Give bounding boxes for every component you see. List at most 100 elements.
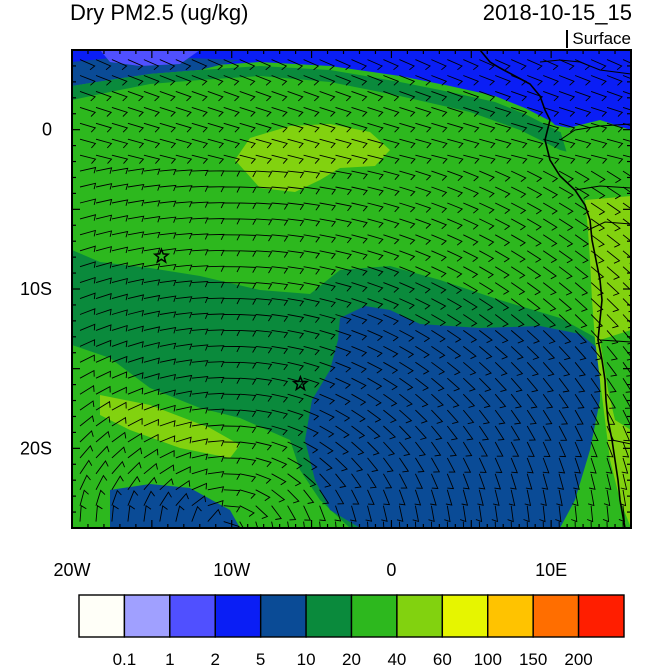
wind-barb [415, 59, 431, 71]
wind-barb [399, 59, 415, 71]
wind-barb [558, 250, 574, 264]
wind-barb [511, 90, 528, 102]
wind-barb [431, 138, 448, 149]
wind-barb [463, 218, 479, 230]
wind-barb [143, 75, 160, 86]
wind-barb [412, 505, 420, 523]
wind-barb [127, 90, 144, 102]
north-green-patch [72, 66, 631, 170]
wind-barb [127, 231, 145, 238]
wind-barb [620, 473, 628, 491]
wind-barb [367, 473, 377, 489]
wind-barb [510, 521, 512, 528]
wind-barb [526, 314, 541, 328]
wind-barb [479, 282, 494, 295]
wind-barb [463, 154, 480, 164]
wind-barb [175, 312, 193, 319]
wind-barb [622, 106, 631, 111]
wind-barb [159, 90, 176, 102]
wind-barb [303, 521, 305, 528]
wind-barb [574, 314, 588, 329]
wind-barb [271, 90, 288, 102]
wind-barb [207, 138, 225, 149]
wind-barb [223, 138, 241, 149]
wind-barb [431, 106, 448, 117]
wind-barb [571, 505, 578, 523]
wind-barb [622, 154, 631, 158]
wind-barb [159, 389, 176, 397]
wind-barb [127, 372, 144, 379]
country-borders [539, 59, 631, 445]
map-axes: 20W 10W 0 10E 0 10S 20S [20, 49, 632, 580]
wind-barb [367, 250, 384, 261]
wind-barb [191, 360, 209, 367]
wind-barb [143, 310, 161, 318]
wind-barb [175, 90, 192, 102]
wind-barb [111, 340, 128, 348]
wind-barb [383, 170, 400, 180]
wind-barb [590, 425, 599, 441]
wind-barb [526, 202, 543, 215]
wind-barb [95, 277, 112, 285]
wind-barb [367, 377, 383, 390]
wind-barb [319, 250, 337, 259]
wind-barb [510, 218, 527, 231]
wind-barb [95, 230, 113, 237]
colorbar: 0.1 1 2 5 10 20 40 60 100 150 200 [78, 594, 625, 667]
wind-barb [511, 170, 527, 182]
wind-barb [365, 505, 373, 522]
wind-barb [526, 330, 540, 344]
wind-barb [558, 409, 569, 425]
wind-barb [335, 298, 352, 308]
wind-barb [287, 409, 304, 420]
wind-barb [494, 425, 505, 441]
wind-barb [127, 309, 144, 317]
wind-barb [399, 90, 416, 102]
wind-barb [587, 489, 595, 507]
wind-barb [207, 75, 224, 86]
wind-barb [526, 250, 542, 263]
wind-barb [239, 441, 257, 450]
wind-barb [255, 473, 272, 484]
wind-barb [431, 266, 447, 278]
wind-barb [511, 138, 528, 149]
wind-barb [79, 400, 95, 411]
wind-barb [351, 521, 353, 528]
wind-barb [446, 425, 458, 441]
wind-barb [191, 75, 208, 86]
wind-barb [271, 59, 288, 71]
wind-barb [303, 409, 320, 421]
wind-barb [334, 505, 342, 522]
wind-barb [95, 167, 113, 174]
wind-barb [431, 314, 447, 327]
wind-barb [95, 460, 109, 475]
wind-barb [319, 170, 337, 179]
wind-barb [367, 441, 380, 456]
wind-barb [606, 90, 623, 102]
wind-barb [463, 361, 477, 376]
wind-barb [111, 167, 129, 175]
wind-barb [335, 122, 352, 133]
coastline [479, 50, 626, 528]
wind-barb [239, 170, 257, 178]
wind-barb [127, 432, 143, 443]
wind-barb [271, 154, 288, 164]
wind-barb [446, 409, 459, 425]
wind-barb [428, 505, 435, 523]
wind-barb [127, 504, 136, 522]
wind-barb [255, 170, 273, 178]
wind-barb [271, 314, 289, 322]
wind-barb [542, 218, 558, 231]
station-markers [152, 247, 310, 392]
wind-barb [367, 314, 384, 325]
wind-barb [590, 282, 604, 296]
wind-barb [303, 298, 321, 307]
wind-barb [558, 218, 574, 231]
wind-barb [367, 234, 384, 245]
wind-barb [446, 521, 449, 528]
wind-barb [542, 266, 557, 280]
wind-barb [383, 234, 400, 245]
wind-barb [175, 201, 193, 208]
wind-barb [558, 122, 576, 133]
wind-barb [143, 505, 152, 522]
